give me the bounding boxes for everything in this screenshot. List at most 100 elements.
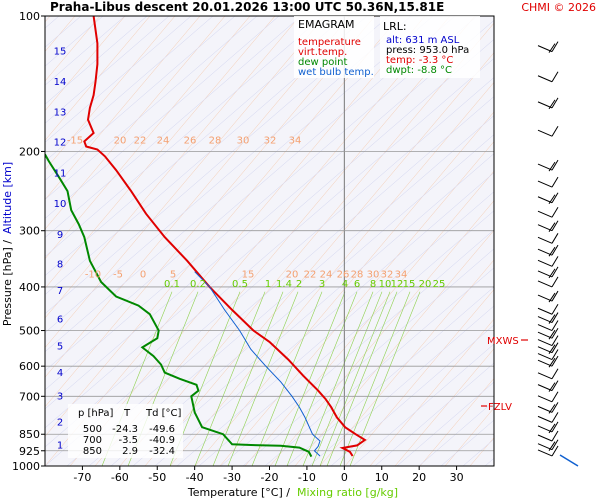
mixing-ratio-label: 2 <box>296 279 302 290</box>
wind-barb <box>537 402 559 414</box>
axes-layer: -70 -60 -50 -40 -30 -20 -10 0 10 20 30100200300400… <box>12 10 464 484</box>
wind-barb <box>537 412 559 423</box>
x-tick-label: -40 <box>186 471 204 484</box>
table-header-td: Td [°C] <box>145 408 182 419</box>
wind-barb <box>537 421 559 434</box>
wind-barb <box>537 97 559 110</box>
isotherm-label: 22 <box>134 135 147 146</box>
legend-temperature: temperature <box>298 37 361 48</box>
series-dew-point <box>45 153 313 458</box>
isotherm-label: 30 <box>367 269 380 280</box>
isotherm-label: 32 <box>264 135 277 146</box>
series-temperature <box>83 16 367 457</box>
pressure-tick-label: 600 <box>19 360 40 373</box>
fzlv-label: FZLV <box>488 402 512 413</box>
wind-barb <box>537 303 559 315</box>
isotherm-label: 24 <box>320 269 333 280</box>
lrl-box: LRL: alt: 631 m ASL press: 953.0 hPa tem… <box>380 16 480 78</box>
mixing-ratio-label: 1.4 <box>276 279 292 290</box>
altitude-tick-label: 3 <box>57 391 63 402</box>
wind-barb <box>537 192 559 205</box>
wind-barb <box>537 368 559 380</box>
isotherm-label: 26 <box>184 135 197 146</box>
y-axis-label-altitude: Altitude [km] <box>1 162 14 234</box>
altitude-tick-label: 5 <box>57 341 63 352</box>
isotherm-label: -15 <box>67 135 83 146</box>
mixing-ratio-label: 4 <box>342 279 348 290</box>
wind-barb <box>537 312 559 324</box>
pressure-tick-label: 850 <box>19 428 40 441</box>
altitude-tick-label: 7 <box>57 286 63 297</box>
wind-barb <box>537 342 559 354</box>
wind-barb <box>537 276 559 288</box>
mixing-ratio-label: 3 <box>319 279 325 290</box>
mxws-label: MXWS <box>487 336 519 347</box>
isotherm-label: -5 <box>113 269 123 280</box>
wind-barb <box>537 391 559 403</box>
wind-barb <box>537 244 559 257</box>
legend-box: EMAGRAM temperature virt.temp. dew point… <box>294 16 374 78</box>
mixing-ratio-label: 10 <box>379 279 392 290</box>
altitude-tick-label: 13 <box>54 108 67 119</box>
x-tick-label: -20 <box>261 471 279 484</box>
series-layer <box>45 16 367 458</box>
mixing-ratio-label: 25 <box>433 279 446 290</box>
svg-text:-3.5: -3.5 <box>118 435 138 446</box>
table-row: 500 -24.3 -49.6 <box>83 424 175 435</box>
x-axis-label-mixing: Mixing ratio [g/kg] <box>297 486 398 499</box>
lrl-title: LRL: <box>383 20 407 33</box>
mixing-ratio-label: 0.1 <box>164 279 180 290</box>
mixing-ratio-label: 0.5 <box>232 279 248 290</box>
svg-text:500: 500 <box>83 424 102 435</box>
wind-barb <box>537 41 559 53</box>
wind-barb <box>537 439 559 451</box>
table-row: 850 2.9 -32.4 <box>83 446 175 457</box>
wind-barb <box>537 327 559 340</box>
x-tick-label: -30 <box>223 471 241 484</box>
wind-barb <box>537 176 559 188</box>
surface-wind-barb <box>559 454 579 467</box>
legend-title: EMAGRAM <box>298 18 355 31</box>
svg-text:-24.3: -24.3 <box>112 424 138 435</box>
mixing-ratio-label: 1 <box>265 279 271 290</box>
table-header-p: p [hPa] <box>78 408 113 419</box>
isotherm-label: 32 <box>381 269 394 280</box>
pressure-tick-label: 925 <box>19 445 40 458</box>
isotherm-label: 22 <box>304 269 317 280</box>
pressure-tick-label: 400 <box>19 281 40 294</box>
wind-barb <box>537 445 559 457</box>
wind-barb <box>537 380 559 392</box>
x-tick-label: -10 <box>298 471 316 484</box>
legend-virt-temp: virt.temp. <box>298 47 347 58</box>
y-axis-label: Pressure [hPa] / <box>1 240 14 326</box>
altitude-tick-label: 11 <box>54 169 67 180</box>
isotherm-label: 15 <box>242 269 255 280</box>
isotherm-label: 30 <box>237 135 250 146</box>
altitude-tick-label: 10 <box>54 199 67 210</box>
legend-dew-point: dew point <box>298 57 347 68</box>
mixing-ratio-label: 0.2 <box>190 279 206 290</box>
altitude-tick-label: 12 <box>54 137 67 148</box>
pressure-tick-label: 300 <box>19 225 40 238</box>
x-tick-label: 0 <box>341 471 348 484</box>
wind-barb <box>537 233 559 244</box>
wind-barb <box>537 71 559 83</box>
mixing-ratio-label: 12 <box>391 279 404 290</box>
wind-barb <box>537 290 559 303</box>
altitude-tick-label: 6 <box>57 314 63 325</box>
pressure-tick-label: 500 <box>19 325 40 338</box>
chart-title: Praha-Libus descent 20.01.2026 13:00 UTC… <box>50 0 444 14</box>
wind-barb <box>537 159 559 172</box>
isotherm-label: 26 <box>337 269 350 280</box>
lrl-dewpoint: dwpt: -8.8 °C <box>386 65 452 76</box>
wind-barb <box>537 430 559 442</box>
table-row: 700 -3.5 -40.9 <box>83 435 175 446</box>
svg-text:-32.4: -32.4 <box>149 446 175 457</box>
svg-text:2.9: 2.9 <box>122 446 138 457</box>
wind-barb <box>537 320 559 331</box>
pressure-tick-label: 700 <box>19 390 40 403</box>
svg-text:-40.9: -40.9 <box>149 435 175 446</box>
wind-barb <box>537 206 559 218</box>
